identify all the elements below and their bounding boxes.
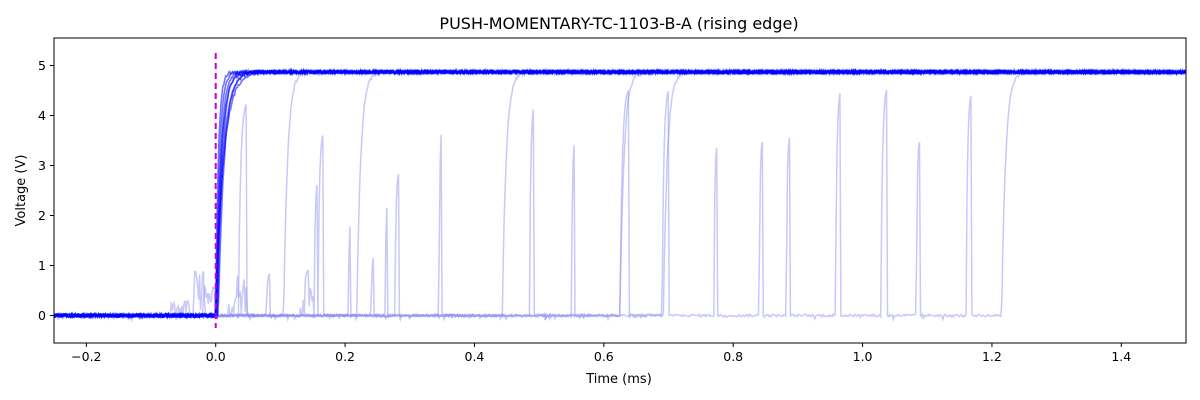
x-tick-label: 0.2: [335, 349, 355, 364]
x-tick-label: 0.4: [465, 349, 485, 364]
x-tick-label: 0.6: [594, 349, 614, 364]
plot-traces: [54, 67, 1186, 323]
main-trace: [54, 67, 1186, 320]
y-axis: 0 1 2 3 4 5: [38, 58, 54, 323]
y-tick-label: 2: [38, 208, 46, 223]
y-tick-label: 5: [38, 58, 46, 73]
x-tick-label: 0.8: [723, 349, 743, 364]
y-tick-label: 3: [38, 158, 46, 173]
x-tick-label: −0.2: [71, 349, 101, 364]
y-tick-label: 0: [38, 308, 46, 323]
chart-title: PUSH-MOMENTARY-TC-1103-B-A (rising edge): [439, 14, 798, 33]
x-tick-label: 1.4: [1111, 349, 1131, 364]
x-tick-label: 0.0: [206, 349, 226, 364]
x-tick-label: 1.2: [982, 349, 1002, 364]
y-tick-label: 1: [38, 258, 46, 273]
y-axis-label: Voltage (V): [14, 155, 29, 227]
x-tick-label: 1.0: [853, 349, 873, 364]
y-tick-label: 4: [38, 108, 46, 123]
bounce-trace: [54, 67, 1186, 323]
plot-frame: [53, 37, 1187, 344]
x-axis-label: Time (ms): [585, 372, 652, 387]
x-axis: −0.2 0.0 0.2 0.4 0.6 0.8 1.0 1.2 1.4: [71, 343, 1131, 364]
